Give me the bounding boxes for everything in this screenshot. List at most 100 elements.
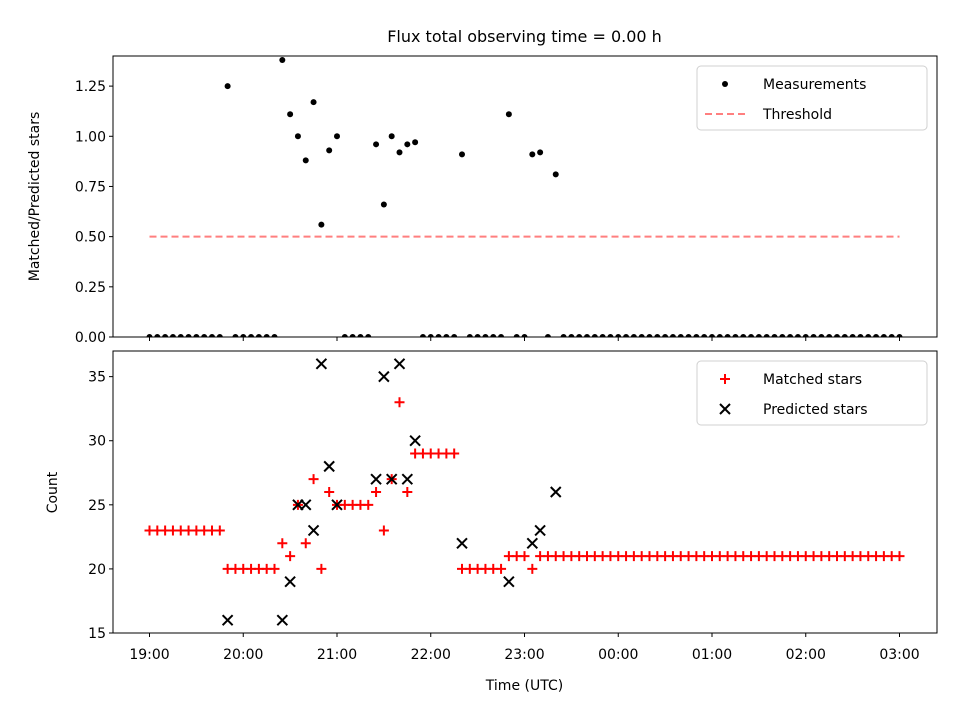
- measurements-point: [365, 334, 372, 337]
- measurements-point: [755, 334, 762, 337]
- predicted-stars-point: [221, 614, 234, 626]
- matched-stars-point: [894, 551, 905, 562]
- predicted-stars-point: [385, 473, 398, 485]
- measurements-point: [818, 334, 825, 337]
- measurements-point: [505, 111, 512, 118]
- x-tick-label: 02:00: [786, 647, 826, 663]
- measurements-point: [357, 334, 364, 337]
- matched-stars-point: [527, 563, 538, 574]
- measurements-point: [373, 141, 380, 148]
- measurements-point: [201, 334, 208, 337]
- measurements-point: [529, 151, 536, 158]
- measurements-point: [873, 334, 880, 337]
- predicted-stars-point: [331, 499, 343, 511]
- measurements-point: [435, 334, 442, 337]
- bottom-y-tick-label: 15: [88, 626, 106, 642]
- measurements-point: [412, 139, 419, 146]
- predicted-stars-point: [526, 537, 539, 549]
- top-y-tick-label: 0.25: [75, 280, 106, 296]
- top-y-tick-label: 1.00: [75, 129, 106, 145]
- measurements-point: [224, 83, 231, 90]
- measurements-point: [154, 334, 161, 337]
- measurements-point: [763, 334, 770, 337]
- top-y-tick-label: 0.50: [75, 230, 106, 246]
- x-axis-label: Time (UTC): [485, 678, 563, 694]
- measurements-point: [677, 334, 684, 337]
- measurements-point: [849, 334, 856, 337]
- threshold-legend-label: Threshold: [762, 107, 832, 123]
- measurements-point: [443, 334, 450, 337]
- measurements-point: [630, 334, 637, 337]
- measurements-point: [724, 334, 731, 337]
- matched-stars-point: [371, 487, 382, 497]
- measurements-point: [318, 221, 325, 228]
- measurements-point: [334, 133, 340, 140]
- x-tick-label: 00:00: [598, 647, 638, 663]
- measurements-point: [662, 334, 669, 337]
- measurements-point: [310, 99, 317, 106]
- x-tick-label: 20:00: [223, 647, 263, 663]
- x-tick-label: 23:00: [504, 647, 544, 663]
- measurements-point: [748, 334, 755, 337]
- bottom-legend-box: [696, 360, 928, 426]
- measurements-point: [599, 334, 606, 337]
- predicted-stars-point: [534, 524, 546, 537]
- top-y-tick-label: 0.00: [75, 330, 106, 346]
- measurements-point: [498, 334, 505, 337]
- bottom-legend: Matched stars Predicted stars: [696, 360, 928, 426]
- matched-stars-point: [214, 525, 225, 536]
- measurements-point: [685, 334, 692, 337]
- matched-stars-point: [277, 538, 288, 549]
- measurements-point: [185, 334, 192, 337]
- predicted-stars-legend-label: Predicted stars: [763, 402, 868, 418]
- measurements-point: [537, 149, 544, 156]
- predicted-stars-point: [456, 537, 468, 549]
- predicted-stars-legend-marker: [719, 403, 731, 415]
- predicted-stars-point: [370, 473, 382, 485]
- measurements-point: [771, 334, 778, 337]
- predicted-stars-point: [378, 370, 390, 383]
- measurements-point: [857, 334, 864, 337]
- measurements-point: [380, 201, 387, 208]
- measurements-point: [732, 334, 739, 337]
- measurements-point: [279, 57, 286, 64]
- measurements-point: [880, 334, 887, 337]
- bottom-marks: [144, 358, 905, 626]
- measurements-legend-label: Measurements: [763, 77, 866, 93]
- matched-stars-point: [300, 538, 311, 549]
- x-tick-label: 22:00: [411, 647, 451, 663]
- top-legend-box: [696, 65, 928, 131]
- measurements-point: [302, 157, 309, 164]
- measurements-point: [584, 334, 590, 337]
- top-axes-frame: [112, 55, 938, 338]
- measurements-point: [404, 141, 411, 148]
- predicted-stars-point: [393, 358, 406, 370]
- predicted-stars-point: [315, 358, 328, 370]
- top-chart-title: Flux total observing time = 0.00 h: [387, 27, 662, 46]
- measurements-point: [638, 334, 645, 337]
- measurements-point: [787, 334, 794, 337]
- measurements-point: [482, 334, 489, 337]
- measurements-point: [740, 334, 747, 337]
- measurements-point: [451, 334, 458, 337]
- predicted-stars-point: [401, 473, 414, 485]
- measurements-point: [169, 334, 176, 337]
- measurements-point: [826, 334, 833, 337]
- measurements-point: [576, 334, 583, 337]
- top-y-tick-label: 1.25: [75, 79, 106, 95]
- measurements-point: [349, 334, 356, 337]
- predicted-stars-point: [276, 614, 289, 626]
- measurements-point: [209, 334, 215, 337]
- matched-stars-legend-marker: [720, 374, 730, 384]
- measurements-point: [709, 334, 715, 337]
- bottom-y-axis-label: Count: [45, 471, 61, 513]
- measurements-point: [341, 334, 348, 337]
- measurements-point: [568, 334, 575, 337]
- measurements-point: [271, 334, 278, 337]
- measurements-point: [896, 334, 903, 337]
- bottom-y-tick-label: 30: [88, 434, 106, 450]
- measurements-point: [326, 147, 333, 154]
- predicted-stars-point: [503, 576, 515, 588]
- measurements-point: [623, 334, 630, 337]
